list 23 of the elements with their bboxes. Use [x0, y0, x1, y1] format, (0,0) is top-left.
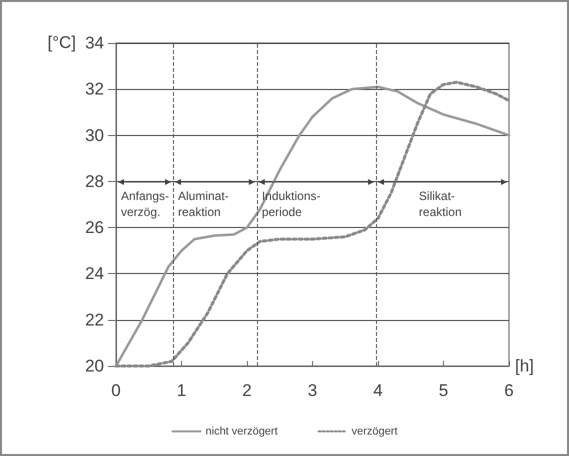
y-tick-label: 32: [85, 80, 104, 99]
y-tick-label: 26: [85, 218, 104, 238]
annotation: Anfangs- verzög.: [121, 189, 170, 219]
y-tick-label: 20: [85, 356, 104, 376]
y-tick-label: 28: [85, 172, 104, 191]
x-tick-label: 4: [373, 381, 383, 400]
legend-label: nicht verzögert: [206, 425, 278, 438]
x-tick-label: 3: [308, 381, 318, 400]
y-axis-title: [°C]: [47, 33, 76, 52]
x-tick-label: 6: [504, 381, 514, 400]
y-tick-label: 24: [85, 264, 104, 284]
x-tick-label: 5: [438, 381, 448, 400]
annotation: Induktions- periode: [262, 189, 321, 219]
annotation: Aluminat- reaktion: [178, 189, 229, 219]
x-tick-label: 2: [242, 381, 252, 400]
legend-label: verzögert: [352, 425, 398, 438]
x-tick-label: 0: [111, 381, 121, 400]
x-axis-title: [h]: [515, 356, 534, 376]
annotation: Silikat- reaktion: [418, 189, 462, 219]
y-tick-label: 30: [85, 126, 104, 145]
y-tick-label: 34: [85, 34, 104, 52]
x-tick-label: 1: [176, 381, 186, 400]
y-tick-label: 22: [85, 310, 104, 330]
